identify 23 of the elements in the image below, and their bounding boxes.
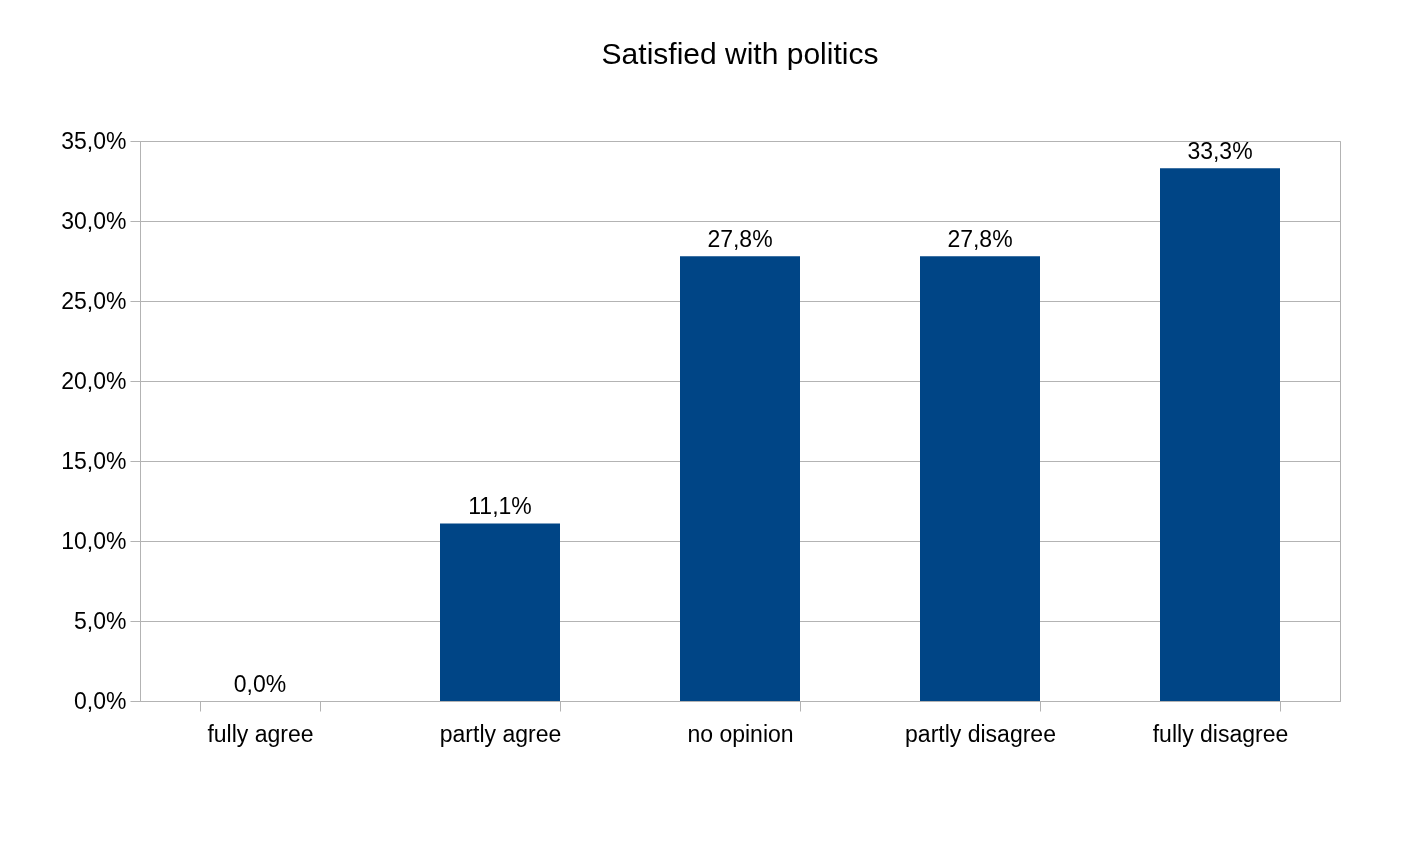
y-tick-label: 20,0% [61, 367, 127, 394]
x-tick-label: fully agree [207, 720, 314, 747]
y-tick-label: 35,0% [61, 127, 127, 154]
x-tick-label: no opinion [687, 720, 794, 747]
y-tick-label: 10,0% [61, 527, 127, 554]
y-tick-label: 30,0% [61, 207, 127, 234]
x-tick-label: fully disagree [1152, 720, 1289, 747]
y-tick-label: 5,0% [74, 607, 127, 634]
data-label: 27,8% [707, 226, 773, 253]
data-label: 27,8% [947, 226, 1013, 253]
chart-title: Satisfied with politics [601, 37, 879, 70]
bar [920, 256, 1040, 701]
data-label: 33,3% [1187, 138, 1253, 165]
y-tick-label: 0,0% [74, 687, 127, 714]
bar [1160, 168, 1280, 701]
y-tick-label: 25,0% [61, 287, 127, 314]
x-tick-label: partly agree [439, 720, 562, 747]
data-label: 11,1% [468, 493, 532, 520]
y-tick-label: 15,0% [61, 447, 127, 474]
bar [680, 256, 800, 701]
data-label: 0,0% [233, 671, 287, 697]
x-tick-label: partly disagree [905, 720, 1056, 747]
bar [440, 523, 560, 701]
